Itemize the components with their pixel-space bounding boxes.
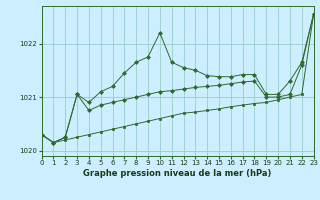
X-axis label: Graphe pression niveau de la mer (hPa): Graphe pression niveau de la mer (hPa) — [84, 169, 272, 178]
